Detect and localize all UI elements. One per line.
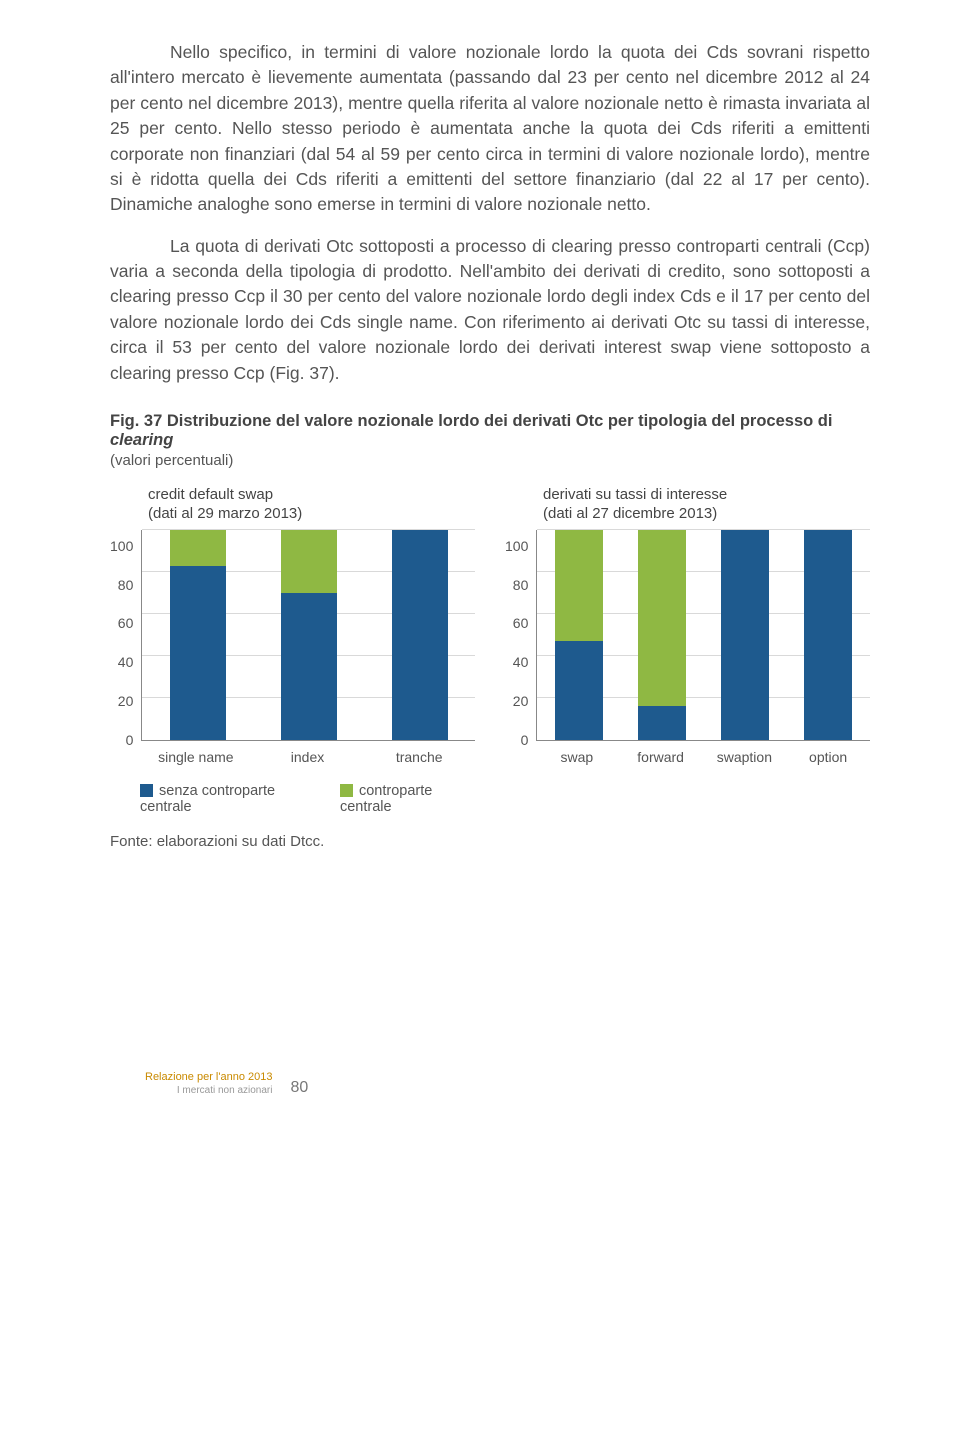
y-tick: 80 bbox=[513, 577, 529, 593]
y-tick: 80 bbox=[118, 577, 134, 593]
y-tick: 100 bbox=[110, 538, 133, 554]
legend-label-2: controparte centrale bbox=[340, 783, 432, 815]
legend-item-2: controparte centrale bbox=[340, 783, 475, 815]
footer-line2: I mercati non azionari bbox=[145, 1084, 272, 1097]
y-tick: 60 bbox=[513, 615, 529, 631]
figure-source: Fonte: elaborazioni su dati Dtcc. bbox=[110, 833, 870, 850]
x-tick: swaption bbox=[703, 749, 787, 765]
fig-label-italic: clearing bbox=[110, 431, 173, 449]
x-tick: forward bbox=[619, 749, 703, 765]
chart-left: credit default swap (dati al 29 marzo 20… bbox=[110, 485, 475, 815]
bar-seg-senza-ccp bbox=[721, 530, 769, 740]
bar-seg-senza-ccp bbox=[392, 530, 448, 740]
cr-title2: (dati al 27 dicembre 2013) bbox=[543, 505, 717, 522]
y-tick: 0 bbox=[521, 732, 529, 748]
footer-line1: Relazione per l'anno 2013 bbox=[145, 1070, 272, 1084]
x-axis-right: swapforwardswaptionoption bbox=[535, 749, 870, 765]
x-axis-left: single nameindextranche bbox=[140, 749, 475, 765]
bar-seg-ccp bbox=[555, 530, 603, 641]
y-tick: 100 bbox=[505, 538, 528, 554]
bar bbox=[721, 530, 769, 740]
bar bbox=[170, 530, 226, 740]
bar bbox=[555, 530, 603, 740]
fig-label: Fig. 37 Distribuzione del valore noziona… bbox=[110, 412, 832, 430]
bar bbox=[281, 530, 337, 740]
body-paragraph-1: Nello specifico, in termini di valore no… bbox=[110, 40, 870, 218]
y-axis-left: 100806040200 bbox=[110, 530, 141, 740]
legend-label-1: senza controparte centrale bbox=[140, 783, 275, 815]
bar-seg-ccp bbox=[638, 530, 686, 706]
legend: senza controparte centrale controparte c… bbox=[140, 783, 475, 815]
footer-page-number: 80 bbox=[290, 1079, 308, 1097]
y-tick: 60 bbox=[118, 615, 134, 631]
y-tick: 20 bbox=[513, 693, 529, 709]
x-tick: swap bbox=[535, 749, 619, 765]
y-tick: 40 bbox=[513, 654, 529, 670]
bar bbox=[804, 530, 852, 740]
bar-seg-ccp bbox=[281, 530, 337, 593]
bar-seg-senza-ccp bbox=[281, 593, 337, 740]
figure-subtitle: (valori percentuali) bbox=[110, 452, 870, 469]
bar bbox=[638, 530, 686, 740]
bar bbox=[392, 530, 448, 740]
y-tick: 40 bbox=[118, 654, 134, 670]
figure-title: Fig. 37 Distribuzione del valore noziona… bbox=[110, 412, 870, 450]
bar-seg-senza-ccp bbox=[555, 641, 603, 740]
p2-text: La quota di derivati Otc sottoposti a pr… bbox=[110, 236, 870, 383]
y-axis-right: 100806040200 bbox=[505, 530, 536, 740]
swatch-ccp bbox=[340, 784, 353, 797]
bar-seg-senza-ccp bbox=[638, 706, 686, 740]
x-tick: option bbox=[786, 749, 870, 765]
chart-right: derivati su tassi di interesse (dati al … bbox=[505, 485, 870, 815]
body-paragraph-2: La quota di derivati Otc sottoposti a pr… bbox=[110, 234, 870, 386]
plot-right bbox=[536, 530, 870, 741]
cl-title2: (dati al 29 marzo 2013) bbox=[148, 505, 302, 522]
chart-right-title: derivati su tassi di interesse (dati al … bbox=[543, 485, 870, 524]
swatch-senza-ccp bbox=[140, 784, 153, 797]
chart-left-title: credit default swap (dati al 29 marzo 20… bbox=[148, 485, 475, 524]
footer-left: Relazione per l'anno 2013 I mercati non … bbox=[145, 1070, 272, 1097]
legend-item-1: senza controparte centrale bbox=[140, 783, 314, 815]
cr-title1: derivati su tassi di interesse bbox=[543, 486, 727, 503]
bar-seg-senza-ccp bbox=[170, 566, 226, 740]
p1-text: Nello specifico, in termini di valore no… bbox=[110, 42, 870, 214]
bar-seg-senza-ccp bbox=[804, 530, 852, 740]
page-footer: Relazione per l'anno 2013 I mercati non … bbox=[145, 1070, 870, 1097]
y-tick: 20 bbox=[118, 693, 134, 709]
x-tick: tranche bbox=[363, 749, 475, 765]
cl-title1: credit default swap bbox=[148, 486, 273, 503]
bar-seg-ccp bbox=[170, 530, 226, 566]
charts-row: credit default swap (dati al 29 marzo 20… bbox=[110, 485, 870, 815]
plot-left bbox=[141, 530, 475, 741]
y-tick: 0 bbox=[126, 732, 134, 748]
x-tick: index bbox=[252, 749, 364, 765]
x-tick: single name bbox=[140, 749, 252, 765]
